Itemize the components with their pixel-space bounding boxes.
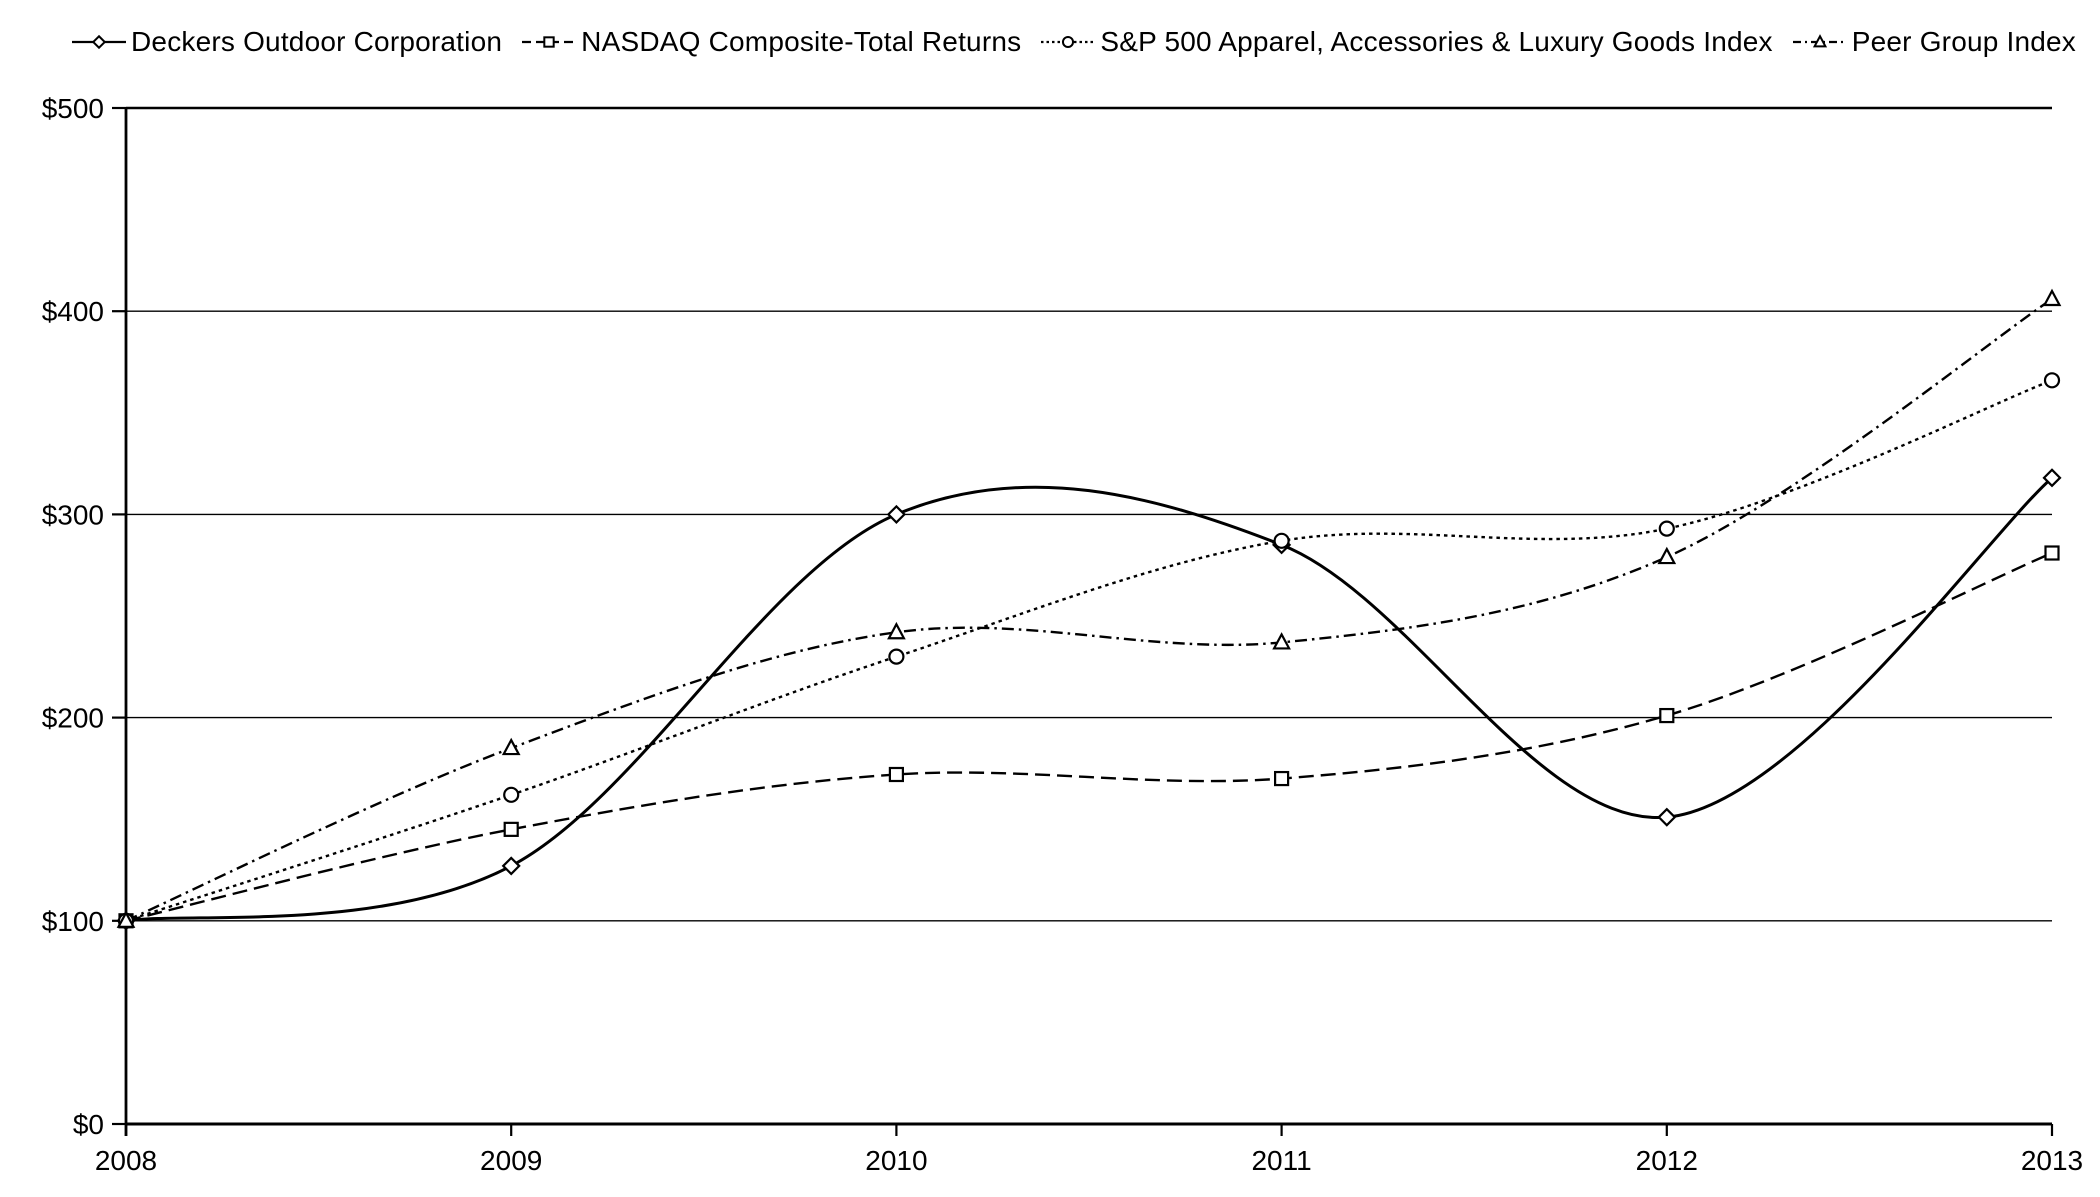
square-marker-icon: [888, 766, 905, 783]
circle-marker-icon: [503, 786, 520, 803]
series-line: [125, 298, 2053, 922]
legend-item-sp500-apparel: S&P 500 Apparel, Accessories & Luxury Go…: [1039, 26, 1773, 57]
series-line: [125, 476, 2053, 923]
square-marker-icon: [2044, 545, 2060, 561]
triangle-marker-icon: [116, 910, 136, 928]
x-axis-label: 2009: [480, 1145, 542, 1176]
square-marker-icon: [1273, 770, 1290, 787]
x-axis-label: 2011: [1251, 1145, 1311, 1176]
square-dashed-line-icon: [522, 36, 577, 48]
circle-marker-icon: [2043, 372, 2061, 389]
x-axis-label: 2012: [1636, 1145, 1698, 1176]
legend-label-deckers: Deckers Outdoor Corporation: [131, 26, 503, 57]
legend-item-nasdaq: NASDAQ Composite-Total Returns: [520, 28, 1021, 56]
series-line: [125, 551, 2053, 922]
chart-legend: Deckers Outdoor Corporation NASDAQ Compo…: [0, 28, 2100, 56]
circle-marker-icon: [1273, 532, 1290, 549]
circle-marker-icon: [888, 648, 905, 665]
legend-label-peer-group: Peer Group Index: [1851, 26, 2076, 57]
triangle-marker-icon: [501, 737, 521, 756]
circle-marker-icon: [1658, 520, 1675, 537]
diamond-solid-line-icon: [72, 34, 126, 50]
diamond-marker-icon: [2042, 468, 2062, 488]
legend-item-peer-group: Peer Group Index: [1791, 28, 2076, 56]
legend-item-deckers: Deckers Outdoor Corporation: [70, 28, 502, 56]
y-axis-label: $300: [42, 499, 104, 530]
diamond-marker-icon: [886, 504, 906, 524]
triangle-marker-icon: [1657, 546, 1677, 565]
legend-label-nasdaq: NASDAQ Composite-Total Returns: [581, 26, 1022, 57]
diamond-marker-icon: [501, 856, 521, 876]
y-axis-label: $500: [42, 93, 104, 124]
triangle-marker-icon: [1812, 34, 1827, 48]
x-axis-label: 2013: [2021, 1145, 2083, 1176]
y-axis-label: $400: [42, 296, 104, 327]
square-marker-icon: [543, 36, 555, 48]
square-marker-icon: [1659, 707, 1675, 724]
x-axis-label: 2010: [865, 1145, 927, 1176]
y-axis-label: $0: [73, 1109, 104, 1140]
triangle-marker-icon: [2042, 288, 2062, 307]
diamond-marker-icon: [1657, 807, 1677, 827]
series-line: [125, 379, 2053, 922]
circle-marker-icon: [1062, 35, 1075, 49]
diamond-marker-icon: [91, 34, 107, 50]
legend-label-sp500-apparel: S&P 500 Apparel, Accessories & Luxury Go…: [1100, 26, 1773, 57]
triangle-marker-icon: [1272, 632, 1291, 650]
circle-dotted-line-icon: [1041, 35, 1096, 49]
y-axis-label: $100: [42, 906, 104, 937]
triangle-marker-icon: [887, 621, 906, 640]
x-axis-label: 2008: [95, 1145, 157, 1176]
y-axis-label: $200: [42, 703, 104, 734]
square-marker-icon: [503, 821, 519, 837]
triangle-dashdot-line-icon: [1792, 34, 1847, 48]
